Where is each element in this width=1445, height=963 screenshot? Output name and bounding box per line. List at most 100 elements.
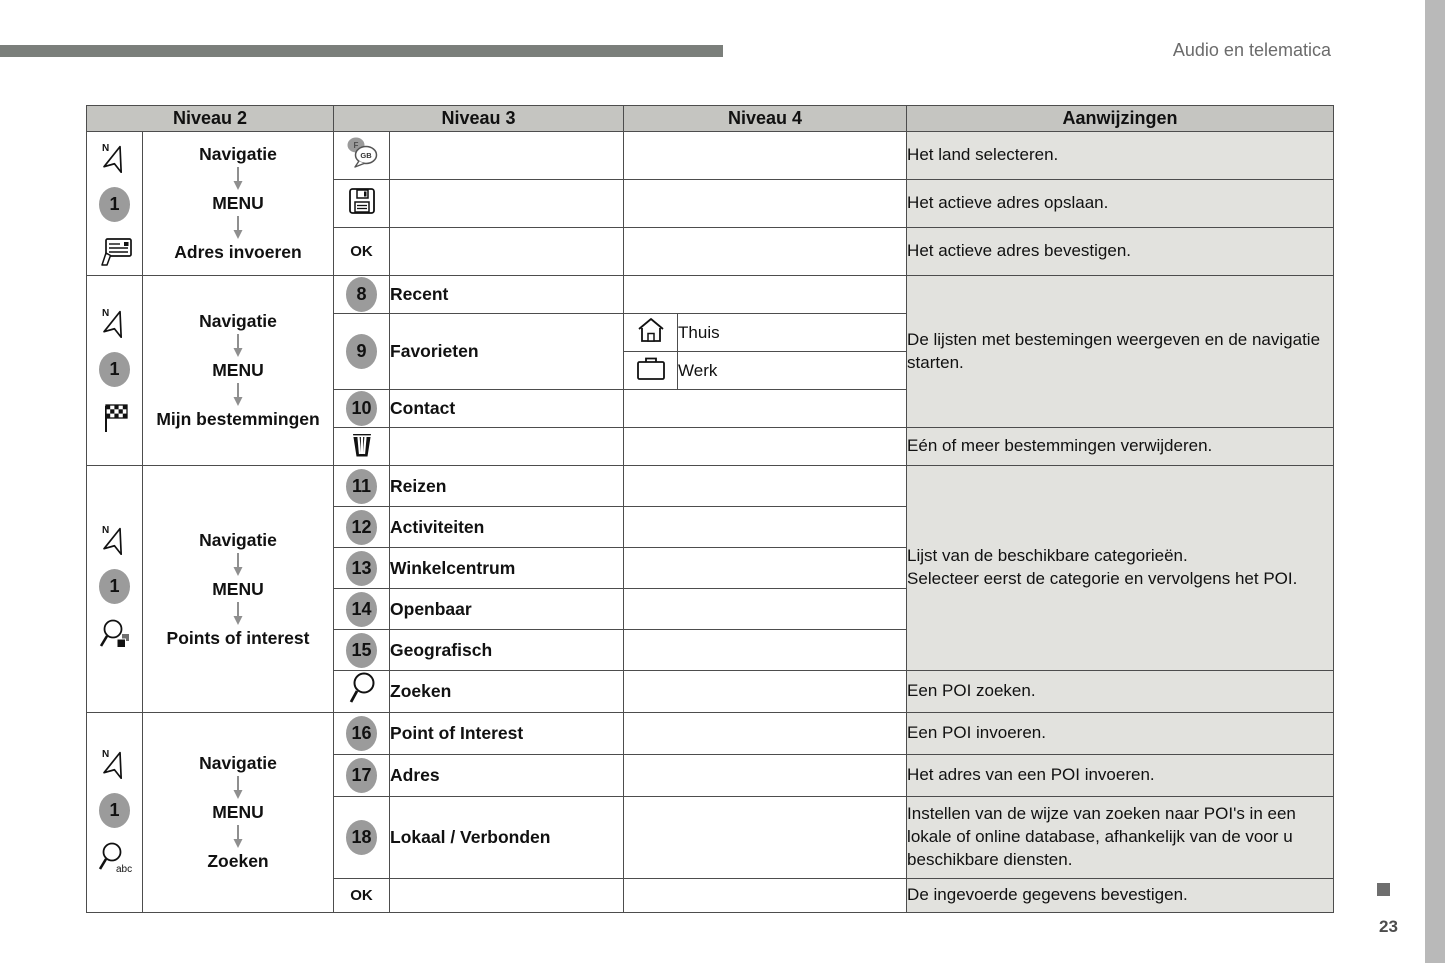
empty-cell — [623, 547, 908, 589]
section4-icon-cell: N 1 abc — [86, 712, 143, 913]
menu-item-label: Zoeken — [389, 670, 625, 713]
svg-text:N: N — [102, 749, 109, 760]
poi-search-icon — [97, 618, 133, 656]
menu-item-label: Favorieten — [389, 313, 625, 390]
menu-number-cell: 8 — [333, 275, 391, 314]
table-row: OK De ingevoerde gegevens bevestigen. — [87, 878, 1335, 913]
empty-cell — [389, 227, 625, 276]
save-floppy-icon — [347, 186, 377, 216]
menu-number-badge: 18 — [346, 820, 378, 855]
ok-key-cell: OK — [333, 227, 391, 276]
svg-text:N: N — [102, 308, 109, 319]
menu-path-step: MENU — [212, 802, 264, 822]
table-row: N 1 Navigatie MENU Points of interest 11… — [86, 465, 1335, 713]
empty-cell — [623, 670, 908, 713]
instruction-cell: De lijsten met bestemingen weergeven en … — [906, 275, 1335, 428]
empty-cell — [623, 389, 908, 428]
magnifier-icon — [347, 671, 377, 707]
empty-cell — [623, 131, 908, 180]
menu-number-cell: 16 — [333, 712, 391, 755]
table-row: Werk — [87, 351, 1334, 390]
instruction-cell: Het actieve adres opslaan. — [906, 179, 1335, 228]
header-niveau4: Niveau 4 — [623, 105, 908, 132]
menu-number-badge: 16 — [346, 716, 378, 751]
menu-number-cell: 18 — [333, 796, 391, 879]
step-badge: 1 — [99, 352, 130, 387]
arrow-down-icon — [232, 334, 244, 358]
instruction-cell: Instellen van de wijze van zoeken naar P… — [906, 796, 1335, 879]
section2-icon-cell: N 1 — [86, 275, 143, 466]
instruction-cell: Een POI zoeken. — [906, 670, 1335, 713]
instruction-cell: Lijst van de beschikbare categorieën. Se… — [906, 465, 1335, 671]
menu-item-label: Geografisch — [389, 629, 625, 671]
arrow-down-icon — [232, 167, 244, 191]
menu-path-step: Navigatie — [199, 753, 277, 773]
menu-number-cell: 17 — [333, 754, 391, 797]
menu-item-label: Openbaar — [389, 588, 625, 630]
menu-path-step: Zoeken — [207, 851, 269, 871]
briefcase-icon-cell — [623, 351, 679, 390]
compass-icon: N — [100, 523, 130, 555]
empty-cell — [623, 712, 908, 755]
empty-cell — [623, 629, 908, 671]
step-badge: 1 — [99, 793, 130, 828]
text-search-icon: abc — [97, 842, 133, 878]
header-niveau3: Niveau 3 — [333, 105, 625, 132]
arrow-down-icon — [232, 552, 244, 577]
menu-path-step: Points of interest — [166, 627, 310, 648]
empty-cell — [623, 796, 908, 879]
empty-cell — [389, 878, 625, 913]
save-icon-cell — [333, 179, 391, 228]
menu-number-badge: 8 — [346, 277, 378, 312]
header-niveau2: Niveau 2 — [85, 105, 335, 132]
empty-cell — [623, 465, 908, 507]
menu-item-label: Lokaal / Verbonden — [389, 796, 625, 879]
table-row: 17 Adres Het adres van een POI invoeren. — [87, 754, 1335, 797]
menu-path-step: MENU — [212, 578, 264, 599]
table-row: 12 Activiteiten — [87, 506, 1334, 548]
step-badge: 1 — [99, 187, 130, 222]
table-row: 10 Contact — [87, 389, 1334, 428]
menu-item-label: Activiteiten — [389, 506, 625, 548]
menu-number-badge: 14 — [346, 591, 378, 627]
empty-cell — [623, 588, 908, 630]
empty-cell — [623, 754, 908, 797]
empty-cell — [389, 179, 625, 228]
table-row: Het actieve adres opslaan. — [87, 179, 1335, 228]
svg-text:F: F — [353, 141, 358, 150]
svg-text:abc: abc — [116, 864, 132, 875]
table-row: N 1 Navigatie MENU Adres invoeren F GB — [86, 131, 1335, 276]
table-row: 15 Geografisch — [87, 629, 1334, 671]
magnifier-icon-cell — [333, 670, 391, 713]
menu-path-step: Navigatie — [199, 311, 277, 331]
menu-number-badge: 9 — [346, 334, 378, 369]
empty-cell — [389, 131, 625, 180]
table-row: N 1 abc Navigatie MENU Zoeken 16 Point o… — [86, 712, 1335, 913]
empty-cell — [623, 275, 908, 314]
menu-item-label: Winkelcentrum — [389, 547, 625, 589]
checkered-flag-icon — [100, 401, 130, 435]
trash-icon — [349, 429, 375, 459]
compass-icon: N — [100, 141, 130, 173]
section2-menu-path: Navigatie MENU Mijn bestemmingen — [141, 275, 335, 466]
submenu-item-label: Werk — [677, 351, 908, 390]
section-end-marker — [1377, 883, 1390, 896]
section3-icon-cell: N 1 — [86, 465, 143, 713]
menu-item-label: Point of Interest — [389, 712, 625, 755]
section4-menu-path: Navigatie MENU Zoeken — [141, 712, 335, 913]
page-edge-strip — [1425, 0, 1445, 963]
table-row: 18 Lokaal / Verbonden Instellen van de w… — [87, 796, 1335, 879]
ok-key-cell: OK — [333, 878, 391, 913]
menu-item-label: Recent — [389, 275, 625, 314]
instruction-cell: Het adres van een POI invoeren. — [906, 754, 1335, 797]
instruction-cell: Het land selecteren. — [906, 131, 1335, 180]
section1-menu-path: Navigatie MENU Adres invoeren — [141, 131, 335, 276]
menu-number-badge: 17 — [346, 758, 378, 793]
menu-path-step: Navigatie — [199, 529, 277, 550]
arrow-down-icon — [232, 601, 244, 626]
header-aanwijzingen: Aanwijzingen — [906, 105, 1335, 132]
empty-cell — [623, 179, 908, 228]
compass-icon: N — [100, 747, 130, 779]
home-icon-cell — [623, 313, 679, 352]
svg-text:GB: GB — [360, 151, 372, 160]
